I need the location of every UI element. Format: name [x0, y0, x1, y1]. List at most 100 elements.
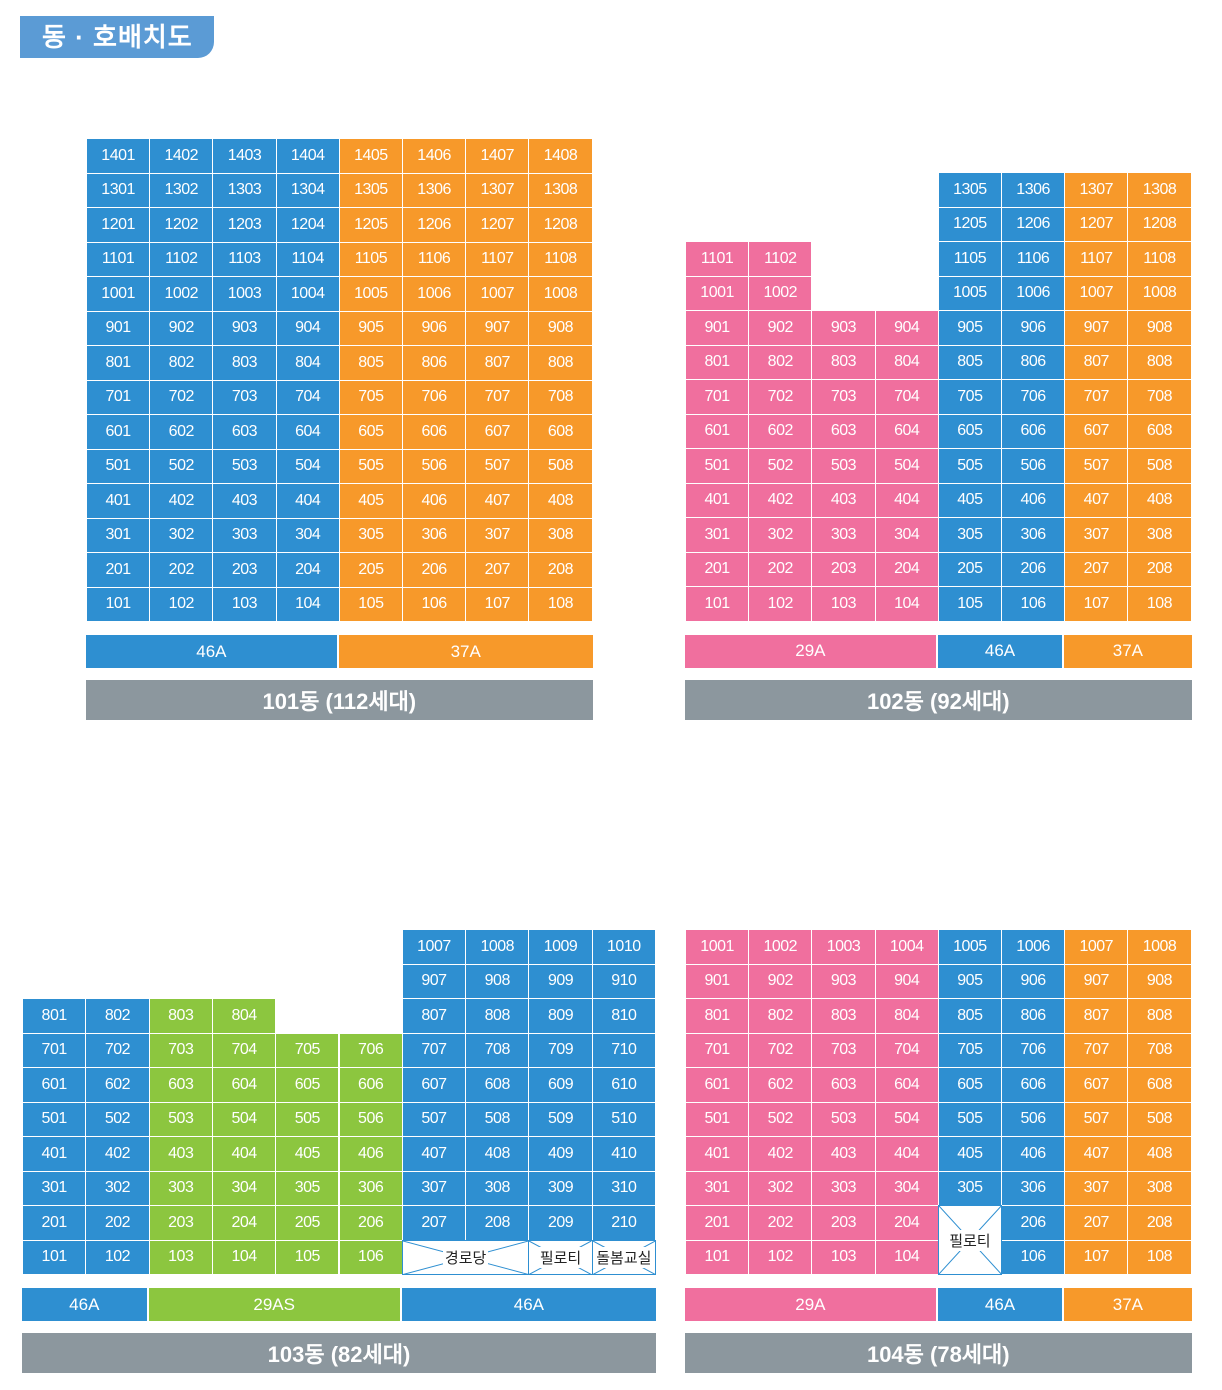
- unit-cell: 510: [591, 1101, 656, 1137]
- unit-cell: 609: [528, 1067, 593, 1103]
- unit-cell: 603: [811, 413, 876, 449]
- unit-type-legend: 46A: [22, 1288, 149, 1321]
- unit-cell: 607: [465, 414, 530, 450]
- unit-cell: 206: [1001, 551, 1066, 587]
- unit-cell: 502: [748, 1101, 813, 1137]
- unit-cell: 101: [22, 1239, 87, 1275]
- unit-cell: 303: [148, 1170, 213, 1206]
- unit-cell: 603: [811, 1067, 876, 1103]
- unit-cell: 108: [1127, 1239, 1192, 1275]
- unit-cell: 406: [402, 483, 467, 519]
- unit-cell: 504: [874, 1101, 939, 1137]
- unit-cell: 705: [937, 379, 1002, 415]
- unit-cell: 1002: [748, 275, 813, 311]
- unit-cell: 305: [937, 517, 1002, 553]
- unit-type-legend: 46A: [937, 1288, 1065, 1321]
- unit-cell: 501: [22, 1101, 87, 1137]
- unit-cell: 407: [465, 483, 530, 519]
- unit-cell: 406: [338, 1136, 403, 1172]
- unit-cell: 1001: [685, 275, 750, 311]
- unit-type-legend: 29A: [685, 634, 938, 668]
- unit-cell: 406: [1001, 1136, 1066, 1172]
- unit-cell: 1201: [86, 207, 151, 243]
- unit-cell: 805: [937, 998, 1002, 1034]
- unit-cell: 809: [528, 998, 593, 1034]
- unit-cell: 1005: [338, 276, 403, 312]
- unit-cell: 803: [811, 998, 876, 1034]
- unit-cell: 305: [338, 517, 403, 553]
- unit-cell: 806: [1001, 998, 1066, 1034]
- unit-cell: 102: [748, 1239, 813, 1275]
- building-caption: 102동 (92세대): [685, 679, 1192, 720]
- unit-cell: 1207: [465, 207, 530, 243]
- unit-cell: 710: [591, 1032, 656, 1068]
- unit-cell: 601: [685, 1067, 750, 1103]
- unit-cell: 401: [685, 1136, 750, 1172]
- unit-cell: 1307: [465, 172, 530, 208]
- unit-cell: 402: [748, 1136, 813, 1172]
- unit-cell: 504: [211, 1101, 277, 1137]
- unit-cell: 806: [1001, 344, 1066, 380]
- unit-cell: 201: [22, 1205, 87, 1241]
- unit-cell: 804: [874, 998, 939, 1034]
- unit-cell: 501: [86, 448, 151, 484]
- unit-cell: 103: [148, 1239, 213, 1275]
- unit-cell: 904: [874, 310, 939, 346]
- unit-cell: 506: [402, 448, 467, 484]
- unit-cell: 1306: [1001, 172, 1066, 208]
- unit-cell: 802: [748, 998, 813, 1034]
- facility-label: 필로티: [947, 1229, 993, 1251]
- unit-cell: 910: [591, 963, 656, 999]
- unit-cell: 703: [212, 379, 277, 415]
- unit-cell: 306: [402, 517, 467, 553]
- unit-cell: 301: [685, 517, 750, 553]
- unit-cell: 806: [402, 345, 467, 381]
- unit-cell: 903: [212, 310, 277, 346]
- unit-cell: 309: [528, 1170, 593, 1206]
- unit-cell: 908: [1127, 310, 1192, 346]
- unit-cell: 705: [275, 1032, 340, 1068]
- unit-cell: 903: [811, 310, 876, 346]
- unit-cell: 201: [86, 552, 151, 588]
- unit-cell: 106: [1001, 1239, 1066, 1275]
- unit-cell: 608: [465, 1067, 530, 1103]
- unit-cell: 507: [401, 1101, 467, 1137]
- unit-cell: 1007: [1064, 275, 1129, 311]
- unit-cell: 1108: [1127, 241, 1192, 277]
- unit-cell: 308: [1127, 1170, 1192, 1206]
- unit-cell: 1206: [1001, 206, 1066, 242]
- unit-cell: 310: [591, 1170, 656, 1206]
- unit-cell: 703: [811, 379, 876, 415]
- unit-cell: 205: [275, 1205, 340, 1241]
- unit-cell: 1206: [402, 207, 467, 243]
- unit-cell: 206: [402, 552, 467, 588]
- unit-cell: 804: [874, 344, 939, 380]
- facility-label: 필로티: [537, 1246, 584, 1268]
- unit-cell: 605: [937, 413, 1002, 449]
- unit-cell: 601: [685, 413, 750, 449]
- unit-cell: 1304: [275, 172, 340, 208]
- unit-cell: 909: [528, 963, 593, 999]
- unit-cell: 306: [1001, 517, 1066, 553]
- unit-cell: 405: [937, 482, 1002, 518]
- unit-cell: 810: [591, 998, 656, 1034]
- unit-cell: 901: [86, 310, 151, 346]
- unit-cell: 501: [685, 1101, 750, 1137]
- unit-cell: 307: [1064, 1170, 1129, 1206]
- unit-cell: 703: [148, 1032, 213, 1068]
- unit-type-legend: 37A: [1064, 634, 1192, 668]
- unit-cell: 1405: [338, 138, 403, 174]
- unit-cell: 1005: [937, 929, 1002, 965]
- unit-cell: 107: [465, 586, 530, 622]
- unit-cell: 908: [528, 310, 593, 346]
- unit-cell: 604: [211, 1067, 277, 1103]
- unit-cell: 606: [338, 1067, 403, 1103]
- unit-cell: 1001: [86, 276, 151, 312]
- unit-cell: 707: [465, 379, 530, 415]
- unit-cell: 206: [1001, 1205, 1066, 1241]
- unit-cell: 208: [1127, 1205, 1192, 1241]
- unit-cell: 402: [748, 482, 813, 518]
- facility-cell: 돌봄교실: [591, 1239, 656, 1275]
- unit-cell: 101: [685, 586, 750, 622]
- unit-cell: 1307: [1064, 172, 1129, 208]
